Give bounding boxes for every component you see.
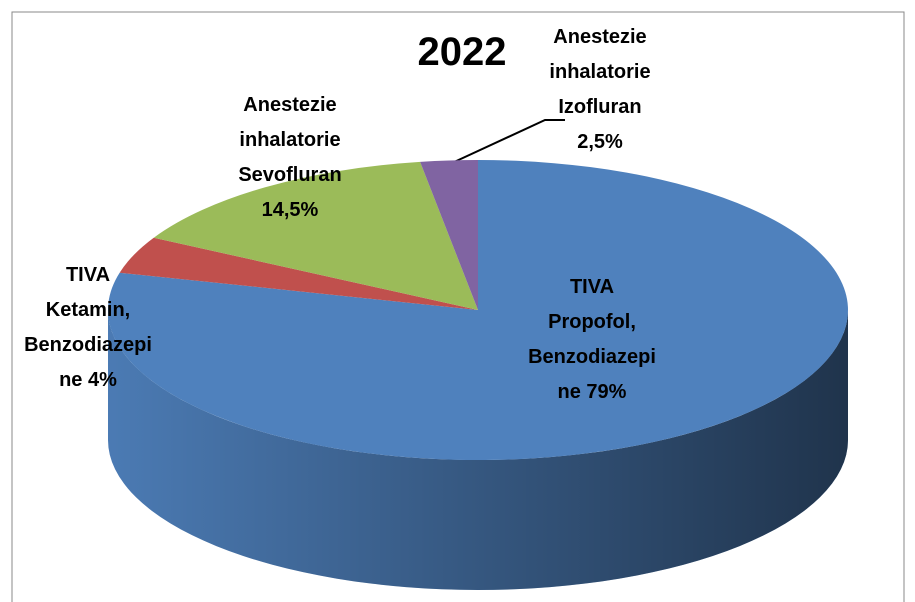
- value-label: 79%: [586, 381, 627, 403]
- side-shade: [108, 310, 848, 590]
- category-label: Anestezie inhalatorie Sevofluran: [238, 94, 342, 186]
- data-label: TIVA Propofol, Benzodiazepi ne 79%: [528, 270, 656, 410]
- data-label: TIVA Ketamin, Benzodiazepi ne 4%: [24, 258, 152, 398]
- value-label: 4%: [87, 369, 117, 391]
- chart-border: [11, 11, 905, 602]
- value-label: 2,5%: [577, 131, 623, 153]
- value-label: 14,5%: [261, 199, 319, 221]
- slice: [153, 161, 478, 310]
- category-label: TIVA Ketamin, Benzodiazepi ne: [24, 264, 152, 391]
- slice: [420, 160, 478, 310]
- category-label: TIVA Propofol, Benzodiazepi ne: [528, 276, 656, 403]
- slice: [107, 160, 848, 460]
- data-label: Anestezie inhalatorie Izofluran 2,5%: [549, 20, 650, 160]
- data-label: Anestezie inhalatorie Sevofluran 14,5%: [238, 88, 341, 228]
- category-label: Anestezie inhalatorie Izofluran: [549, 26, 651, 118]
- leader-line: [451, 119, 565, 164]
- chart-title: 2022: [417, 30, 507, 74]
- slice: [119, 237, 478, 310]
